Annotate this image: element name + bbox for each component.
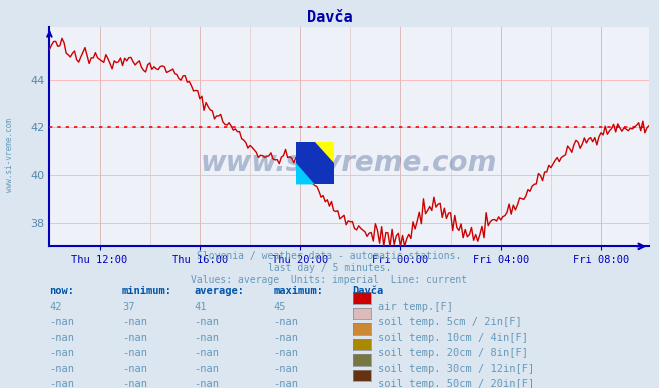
- Text: soil temp. 30cm / 12in[F]: soil temp. 30cm / 12in[F]: [378, 364, 534, 374]
- Polygon shape: [296, 163, 315, 184]
- Text: soil temp. 10cm / 4in[F]: soil temp. 10cm / 4in[F]: [378, 333, 528, 343]
- Text: air temp.[F]: air temp.[F]: [378, 302, 453, 312]
- Text: -nan: -nan: [194, 364, 219, 374]
- Text: -nan: -nan: [122, 317, 147, 327]
- Text: -nan: -nan: [273, 364, 299, 374]
- Text: Values: average  Units: imperial  Line: current: Values: average Units: imperial Line: cu…: [191, 275, 468, 285]
- Text: minimum:: minimum:: [122, 286, 172, 296]
- Text: -nan: -nan: [49, 379, 74, 388]
- Text: -nan: -nan: [49, 333, 74, 343]
- Text: www.si-vreme.com: www.si-vreme.com: [5, 118, 14, 192]
- Bar: [296, 142, 333, 184]
- Text: last day / 5 minutes.: last day / 5 minutes.: [268, 263, 391, 273]
- Text: now:: now:: [49, 286, 74, 296]
- Text: -nan: -nan: [273, 379, 299, 388]
- Text: soil temp. 5cm / 2in[F]: soil temp. 5cm / 2in[F]: [378, 317, 521, 327]
- Text: Davča: Davča: [353, 286, 384, 296]
- Text: -nan: -nan: [122, 348, 147, 359]
- Text: Davča: Davča: [306, 10, 353, 25]
- Text: -nan: -nan: [273, 317, 299, 327]
- Text: -nan: -nan: [273, 348, 299, 359]
- Text: 45: 45: [273, 302, 286, 312]
- Text: 37: 37: [122, 302, 134, 312]
- Text: -nan: -nan: [273, 333, 299, 343]
- Text: -nan: -nan: [194, 379, 219, 388]
- Text: maximum:: maximum:: [273, 286, 324, 296]
- Text: average:: average:: [194, 286, 244, 296]
- Text: soil temp. 20cm / 8in[F]: soil temp. 20cm / 8in[F]: [378, 348, 528, 359]
- Text: 41: 41: [194, 302, 207, 312]
- Text: -nan: -nan: [49, 364, 74, 374]
- Text: -nan: -nan: [194, 333, 219, 343]
- Text: soil temp. 50cm / 20in[F]: soil temp. 50cm / 20in[F]: [378, 379, 534, 388]
- Text: 42: 42: [49, 302, 62, 312]
- Text: Slovenia / weather data - automatic stations.: Slovenia / weather data - automatic stat…: [197, 251, 462, 262]
- Text: -nan: -nan: [194, 348, 219, 359]
- Text: -nan: -nan: [122, 333, 147, 343]
- Text: www.si-vreme.com: www.si-vreme.com: [201, 149, 498, 177]
- Text: -nan: -nan: [194, 317, 219, 327]
- Text: -nan: -nan: [122, 379, 147, 388]
- Text: -nan: -nan: [122, 364, 147, 374]
- Text: -nan: -nan: [49, 348, 74, 359]
- Text: -nan: -nan: [49, 317, 74, 327]
- Polygon shape: [315, 142, 333, 163]
